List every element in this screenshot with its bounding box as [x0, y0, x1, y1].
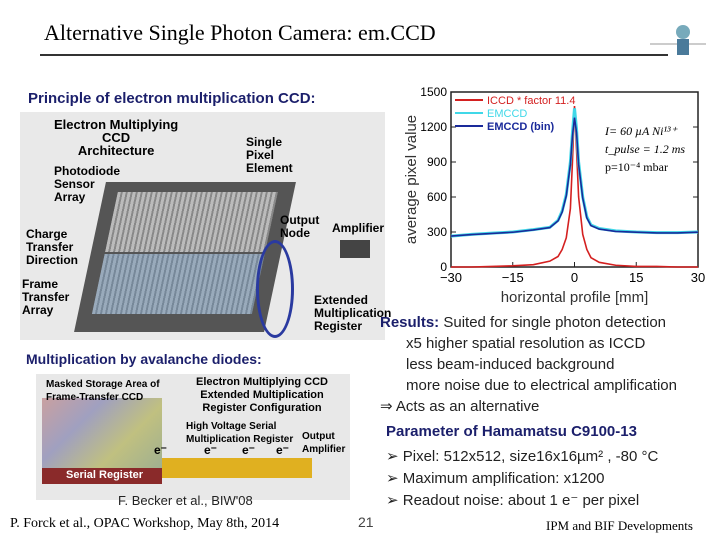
serial-register-label: Serial Register: [66, 469, 144, 481]
frame-transfer-label: Array: [22, 303, 54, 317]
page-number: 21: [358, 514, 374, 530]
result-line: more noise due to electrical amplificati…: [406, 377, 677, 394]
y-tick-label: 600: [427, 190, 447, 204]
results-conclusion: ⇒ Acts as an alternative: [380, 398, 540, 415]
charge-transfer-label: Direction: [26, 253, 79, 267]
photodiode-label: Sensor: [54, 177, 95, 191]
y-tick-label: 300: [427, 225, 447, 239]
slide-title: Alternative Single Photon Camera: em.CCD: [44, 20, 436, 45]
footer-title: IPM and BIF Developments: [546, 518, 693, 533]
hv-label: Multiplication Register: [186, 434, 294, 445]
output-amp-label: Output: [302, 431, 335, 442]
photodiode-label: Array: [54, 190, 86, 204]
results-first: Suited for single photon detection: [439, 314, 667, 331]
y-tick-label: 1200: [420, 120, 447, 134]
electron-label: e⁻: [276, 443, 290, 457]
y-tick-label: 0: [440, 260, 447, 274]
single-pixel-label: Single: [246, 135, 283, 149]
arrow-bullet-icon: ➢: [386, 492, 403, 509]
electron-label: e⁻: [204, 443, 218, 457]
series-line-0: [451, 105, 698, 268]
figure-heading: CCD: [102, 130, 131, 145]
bullet-text: Pixel: 512x512, size16x16µm² , -80 °C: [402, 448, 659, 465]
single-pixel-label: Pixel: [246, 148, 275, 162]
arrow-bullet-icon: ➢: [386, 470, 403, 487]
principle-heading: Principle of electron multiplication CCD…: [28, 90, 316, 107]
storage-area: [42, 398, 162, 468]
masked-label: Frame-Transfer CCD: [46, 392, 144, 403]
bullet-item: ➢ Pixel: 512x512, size16x16µm² , -80 °C: [386, 446, 658, 468]
serial-register: [42, 468, 162, 484]
figure-credit: F. Becker et al., BIW'08: [118, 493, 253, 508]
x-axis-label: horizontal profile [mm]: [501, 289, 649, 306]
single-pixel-label: Element: [246, 161, 293, 175]
amplifier-chip: [340, 240, 370, 258]
results-block: Results: Suited for single photon detect…: [380, 312, 677, 417]
y-axis-label: average pixel value: [403, 115, 420, 244]
profile-chart: 0 300 600 900 1200 1500 −30 −15 0 15 30 horizontal …: [403, 85, 705, 306]
extended-register-label: Multiplication: [314, 306, 392, 320]
y-tick-label: 900: [427, 155, 447, 169]
legend-entry: ICCD * factor 11.4: [487, 95, 575, 107]
legend-entry: EMCCD: [487, 108, 527, 120]
figure-heading: Electron Multiplying: [54, 117, 179, 132]
output-node-label: Output: [280, 213, 320, 227]
frame-transfer-label: Transfer: [22, 290, 70, 304]
config-label: Extended Multiplication: [200, 389, 324, 401]
photodiode-label: Photodiode: [54, 164, 120, 178]
multiplication-register: [162, 458, 312, 478]
config-label: Register Configuration: [202, 402, 322, 414]
em-register-figure: Serial Register Masked Storage Area of Fr…: [36, 374, 350, 500]
output-amp-label: Amplifier: [302, 444, 346, 455]
charge-transfer-label: Charge: [26, 227, 68, 241]
output-node-label: Node: [280, 226, 310, 240]
bullet-item: ➢ Maximum amplification: x1200: [386, 468, 658, 490]
electron-label: e⁻: [154, 443, 168, 457]
amplifier-label: Amplifier: [332, 221, 385, 235]
highlight-ellipse: [256, 240, 294, 338]
bullet-item: ➢ Readout noise: about 1 e⁻ per pixel: [386, 490, 658, 512]
hv-label: High Voltage Serial: [186, 421, 277, 432]
x-tick-label: 0: [571, 270, 578, 285]
chart-annotation: I= 60 µA Ni¹³⁺: [604, 124, 679, 138]
config-label: Electron Multiplying CCD: [196, 376, 328, 388]
logo-icon: [650, 25, 706, 55]
chart-annotation: t_pulse = 1.2 ms: [605, 142, 685, 156]
result-line: x5 higher spatial resolution as ICCD: [406, 335, 646, 352]
bullet-text: Readout noise: about 1 e⁻ per pixel: [402, 492, 640, 509]
avalanche-heading: Multiplication by avalanche diodes:: [26, 351, 262, 367]
x-tick-label: 15: [629, 270, 643, 285]
result-line: less beam-induced background: [406, 356, 615, 373]
extended-register-label: Register: [314, 319, 363, 333]
x-tick-label: −30: [440, 270, 462, 285]
parameter-heading: Parameter of Hamamatsu C9100-13: [386, 423, 637, 440]
x-tick-label: −15: [502, 270, 524, 285]
extended-register-label: Extended: [314, 293, 369, 307]
figure-heading: Architecture: [77, 143, 155, 158]
footer-citation: P. Forck et al., OPAC Workshop, May 8th,…: [10, 516, 280, 531]
bullet-text: Maximum amplification: x1200: [402, 470, 605, 487]
title-divider: [40, 54, 668, 56]
electron-label: e⁻: [242, 443, 256, 457]
legend-entry: EMCCD (bin): [487, 121, 555, 133]
charge-transfer-label: Transfer: [26, 240, 74, 254]
frame-transfer-label: Frame: [22, 277, 59, 291]
results-label: Results:: [380, 314, 440, 331]
chart-annotation: p=10⁻⁴ mbar: [605, 160, 668, 174]
series-line-2: [450, 117, 699, 237]
masked-label: Masked Storage Area of: [46, 379, 160, 390]
frame-transfer-array: [91, 254, 265, 314]
arrow-bullet-icon: ➢: [386, 448, 403, 465]
y-tick-label: 1500: [420, 85, 447, 99]
sensor-array: [105, 192, 278, 252]
emccd-architecture-figure: Electron Multiplying CCD Architecture Phot…: [20, 112, 391, 340]
x-tick-label: 30: [691, 270, 705, 285]
parameter-list: ➢ Pixel: 512x512, size16x16µm² , -80 °C …: [386, 446, 658, 512]
